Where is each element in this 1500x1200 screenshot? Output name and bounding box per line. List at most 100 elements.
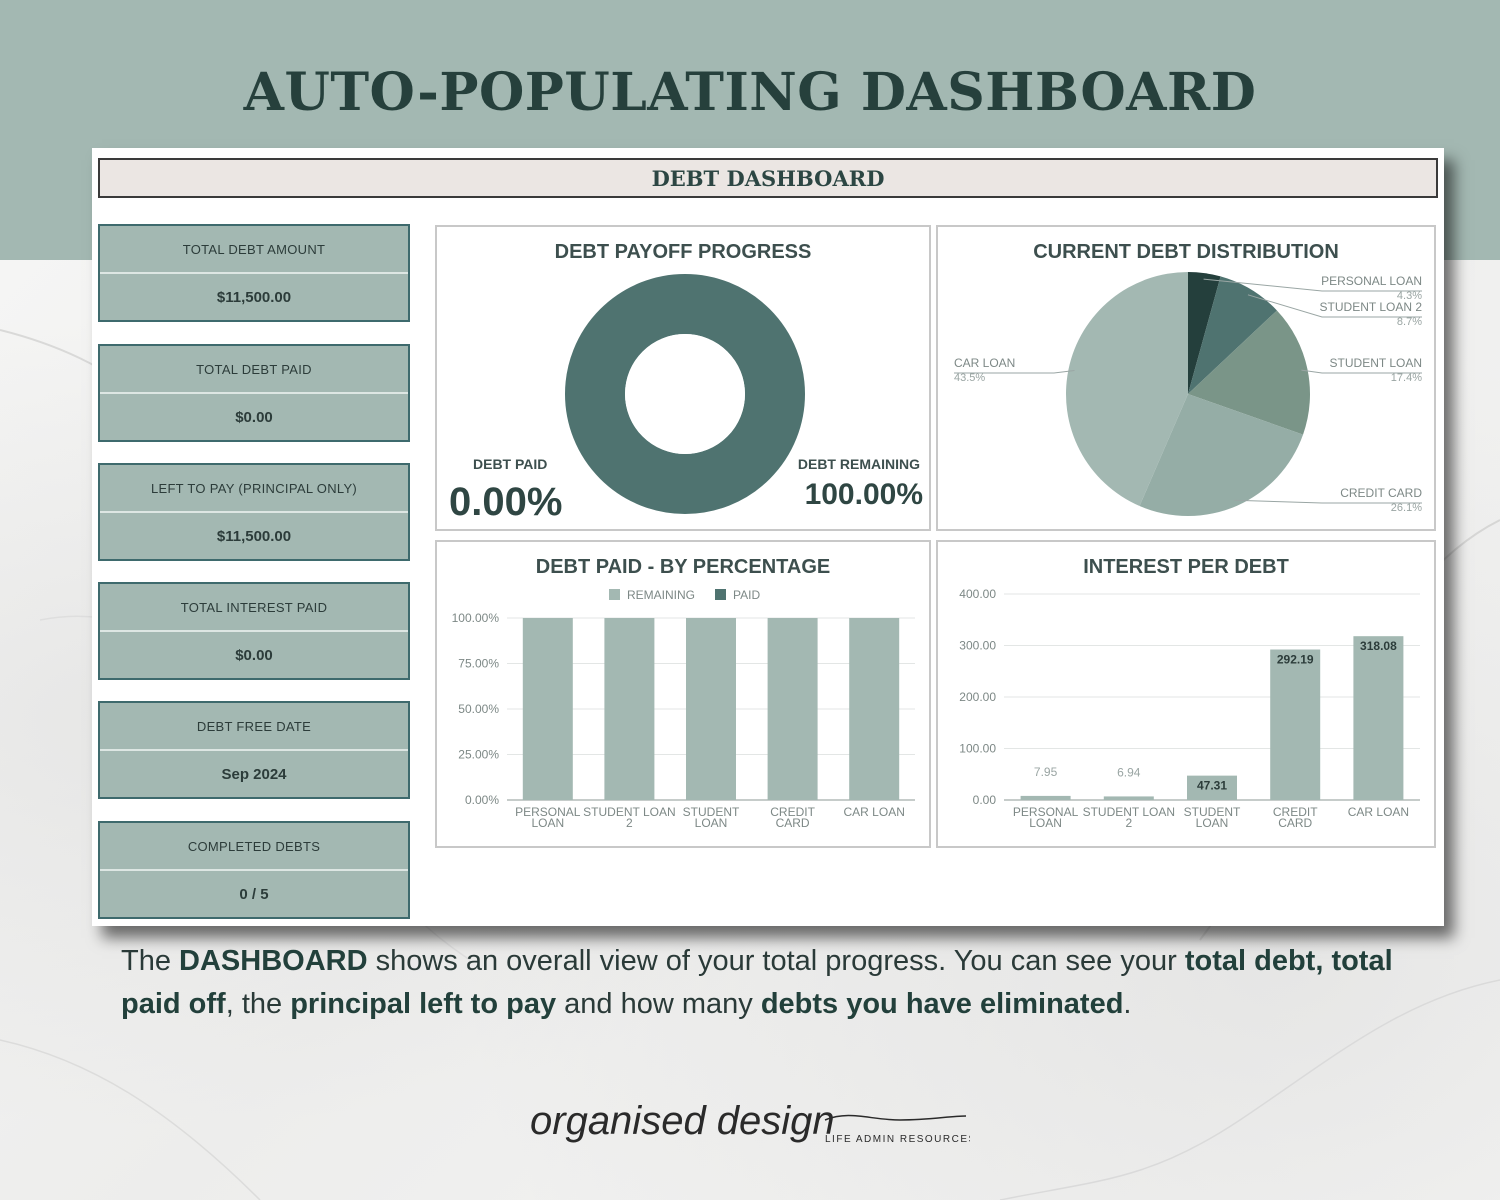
chart-title: DEBT PAID - BY PERCENTAGE — [535, 556, 831, 578]
bar — [767, 618, 818, 800]
caption-text: shows an overall view of your total prog… — [367, 945, 1185, 977]
bar — [1353, 636, 1404, 800]
pie-label-name: CREDIT CARD — [1340, 486, 1422, 500]
data-label: 292.19 — [1277, 653, 1314, 667]
stat-card-interest-paid: TOTAL INTEREST PAID $0.00 — [98, 582, 410, 680]
stat-label: TOTAL INTEREST PAID — [100, 584, 408, 632]
stat-label: DEBT FREE DATE — [100, 703, 408, 751]
pie-label-percent: 4.3% — [1397, 290, 1422, 302]
x-tick-label: CAR LOAN — [1348, 805, 1409, 819]
stat-value: Sep 2024 — [221, 765, 287, 783]
brand-logo: organised design LIFE ADMIN RESOURCES — [530, 1099, 970, 1145]
x-tick-label: CARD — [1278, 816, 1312, 830]
bar — [1270, 649, 1321, 800]
x-tick-label: LOAN — [1196, 816, 1229, 830]
x-tick-label: 2 — [626, 816, 633, 830]
x-tick-label: CARD — [776, 816, 810, 830]
interest-bar-chart: 0.00 100.00 200.00 300.00 400.00 7.95 PERSONAL… — [959, 587, 1420, 830]
pie-label-percent: 17.4% — [1391, 372, 1422, 384]
data-label: 7.95 — [1034, 765, 1058, 779]
x-tick-label: LOAN — [1029, 816, 1062, 830]
pie-chart: PERSONAL LOAN 4.3%STUDENT LOAN 2 8.7% STUDE… — [954, 272, 1423, 516]
x-tick-label: LOAN — [695, 816, 728, 830]
bar — [1187, 775, 1237, 800]
pie-label-name: STUDENT LOAN — [1330, 356, 1422, 370]
dashboard-sheet: DEBT DASHBOARD TOTAL DEBT AMOUNT $11,500… — [92, 148, 1444, 926]
pie-leader-line — [1203, 278, 1422, 292]
x-tick-label: CREDIT — [770, 805, 815, 819]
legend-swatch — [715, 589, 726, 600]
stat-card-total-debt: TOTAL DEBT AMOUNT $11,500.00 — [98, 224, 410, 322]
pie-slice — [1188, 310, 1310, 435]
y-tick-label: 200.00 — [959, 690, 996, 704]
y-tick-label: 75.00% — [458, 657, 499, 671]
caption-text: , the — [225, 988, 291, 1020]
x-tick-label: STUDENT LOAN — [1083, 805, 1175, 819]
x-tick-label: 2 — [1125, 816, 1132, 830]
caption-text: . — [1123, 988, 1132, 1020]
panel-payoff-progress: DEBT PAYOFF PROGRESS DEBT PAID 0.00% DEBT … — [435, 225, 931, 531]
stat-card-debt-free-date: DEBT FREE DATE Sep 2024 — [98, 701, 410, 799]
y-tick-label: 0.00 — [973, 793, 997, 807]
pie-leader-line — [1247, 294, 1422, 318]
y-tick-label: 100.00 — [959, 742, 996, 756]
bar — [849, 618, 900, 800]
x-tick-label: STUDENT LOAN — [583, 805, 675, 819]
pie-slice — [1188, 272, 1221, 394]
x-tick-label: STUDENT — [683, 805, 740, 819]
panel-paid-by-percentage: DEBT PAID - BY PERCENTAGE REMAINING PAID 0… — [435, 540, 931, 848]
y-tick-label: 25.00% — [458, 748, 499, 762]
caption-bold: debts you have eliminated — [760, 988, 1124, 1020]
bar — [1020, 795, 1071, 800]
logo-tagline: LIFE ADMIN RESOURCES — [825, 1134, 970, 1145]
donut-hole — [625, 334, 745, 454]
pie-slice — [1066, 272, 1188, 506]
donut-value-paid: 0.00% — [449, 480, 562, 524]
data-label: 318.08 — [1360, 639, 1397, 653]
donut-label-paid: DEBT PAID — [473, 456, 547, 472]
stat-card-completed-debts: COMPLETED DEBTS 0 / 5 — [98, 821, 410, 919]
dashboard-title: DEBT DASHBOARD — [98, 158, 1438, 198]
stat-value: $0.00 — [235, 408, 273, 426]
stat-value: 0 / 5 — [239, 885, 269, 903]
caption-text: and how many — [556, 988, 761, 1020]
x-tick-label: STUDENT — [1184, 805, 1241, 819]
data-label: 6.94 — [1117, 765, 1141, 779]
legend-swatch — [609, 589, 620, 600]
pie-label-percent: 26.1% — [1391, 502, 1422, 514]
pie-label-percent: 8.7% — [1397, 316, 1422, 328]
pie-slice — [1188, 276, 1277, 394]
y-tick-label: 50.00% — [458, 702, 499, 716]
stat-value: $0.00 — [235, 646, 273, 664]
x-tick-label: CREDIT — [1273, 805, 1318, 819]
chart-title: DEBT PAYOFF PROGRESS — [554, 241, 812, 263]
x-tick-label: PERSONAL — [1013, 805, 1079, 819]
donut-label-remaining: DEBT REMAINING — [798, 456, 920, 472]
x-tick-label: CAR LOAN — [844, 805, 905, 819]
x-tick-label: LOAN — [531, 816, 564, 830]
stat-label: COMPLETED DEBTS — [100, 823, 408, 871]
percentage-bar-chart: REMAINING PAID 0.00% 25.00% 50.00% 75.00% 100.… — [452, 588, 915, 830]
stat-label: LEFT TO PAY (PRINCIPAL ONLY) — [100, 465, 408, 513]
x-tick-label: PERSONAL — [515, 805, 581, 819]
stat-card-left-to-pay: LEFT TO PAY (PRINCIPAL ONLY) $11,500.00 — [98, 463, 410, 561]
bar — [522, 618, 573, 800]
bar — [604, 618, 655, 800]
logo-script: organised design — [530, 1099, 835, 1143]
pie-label-name: CAR LOAN — [954, 356, 1015, 370]
pie-label-name: STUDENT LOAN 2 — [1320, 300, 1423, 314]
y-tick-label: 100.00% — [452, 611, 500, 625]
pie-label-name: PERSONAL LOAN — [1321, 274, 1422, 288]
pie-leader-line — [1234, 499, 1422, 504]
panel-debt-distribution: CURRENT DEBT DISTRIBUTION PERSONAL LOAN 4… — [936, 225, 1436, 531]
data-label: 47.31 — [1197, 779, 1227, 793]
caption-bold: total paid off — [121, 945, 1393, 1020]
stat-label: TOTAL DEBT AMOUNT — [100, 226, 408, 274]
stat-value: $11,500.00 — [216, 527, 292, 545]
donut-value-remaining: 100.00% — [805, 478, 923, 511]
pie-slice — [1139, 394, 1304, 516]
bar — [686, 618, 736, 800]
pie-leader-line — [1301, 369, 1422, 374]
pie-label-percent: 43.5% — [954, 372, 985, 384]
caption-bold: total debt, — [1184, 945, 1324, 977]
